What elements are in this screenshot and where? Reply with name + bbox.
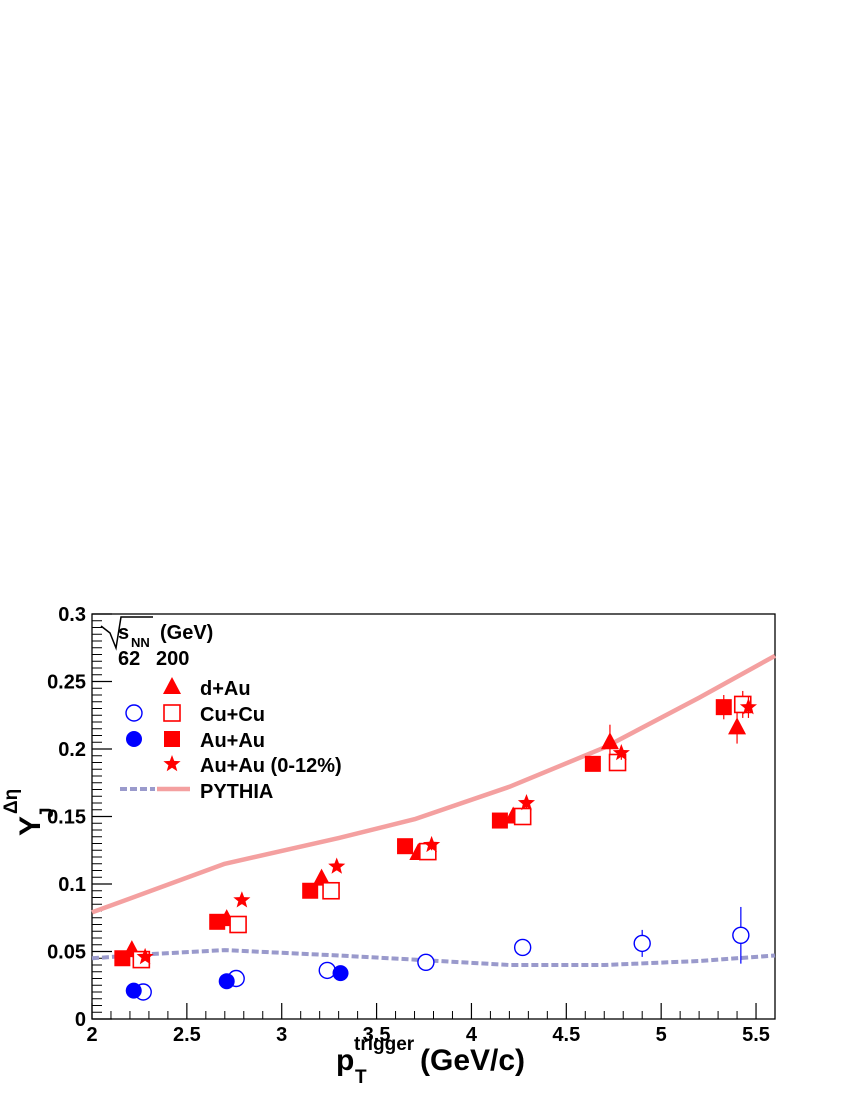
- y-tick-label: 0.05: [47, 942, 86, 964]
- point-cu-cu-62: [318, 961, 336, 980]
- x-tick-label: 3.5: [363, 1024, 391, 1046]
- y-tick-label: 0.15: [47, 807, 86, 829]
- y-tick-label: 0.2: [58, 739, 86, 761]
- x-tick-label: 2.5: [173, 1024, 201, 1046]
- point-au-au-0-12--200: [517, 794, 535, 811]
- point-au-au-0-12--200: [136, 947, 154, 965]
- y-axis-title-sub: J: [37, 807, 58, 818]
- legend-label: d+Au: [200, 678, 251, 700]
- point-au-au-0-12--200: [328, 857, 346, 874]
- x-axis-title-sub: T: [355, 1067, 367, 1088]
- point-cu-cu-200: [229, 915, 247, 934]
- legend-col-200: 200: [156, 648, 189, 670]
- legend-header: (GeV): [160, 622, 213, 644]
- legend-sqrt-sub: NN: [131, 635, 150, 650]
- y-tick-label: 0.1: [58, 874, 86, 896]
- legend-marker-cucu-200: [163, 704, 181, 722]
- point-cu-cu-62: [633, 934, 651, 953]
- point-au-au-62: [218, 973, 235, 990]
- legend-label: Au+Au: [200, 730, 265, 752]
- legend-label: Cu+Cu: [200, 704, 265, 726]
- legend-label: Au+Au (0-12%): [200, 755, 342, 777]
- x-tick-label: 4: [466, 1024, 478, 1046]
- point-au-au-0-12--200: [739, 698, 757, 715]
- y-tick-label: 0.25: [47, 672, 86, 694]
- legend-marker-auau-200: [164, 731, 180, 747]
- curve-pythia-200: [91, 653, 777, 915]
- legend-col-62: 62: [118, 648, 140, 670]
- legend: s NN (GeV) 62 200 d+Au Cu+Cu Au+Au Au+Au (0-12%)…: [100, 616, 342, 803]
- point-cu-cu-62: [417, 953, 435, 971]
- point-au-au-200: [584, 755, 601, 772]
- legend-marker-auau-central-200: [163, 755, 181, 772]
- data-points: [114, 690, 757, 1001]
- point-d-au-200: [312, 868, 331, 886]
- sqrt-sign: [100, 616, 153, 651]
- point-au-au-62: [332, 965, 349, 982]
- curve-pythia-62: [91, 948, 776, 967]
- model-curves: [91, 653, 777, 967]
- x-tick-label: 5.5: [742, 1024, 770, 1046]
- point-cu-cu-62: [732, 926, 750, 944]
- point-au-au-62: [125, 982, 142, 999]
- x-tick-label: 5: [656, 1024, 667, 1046]
- y-axis-title: YJ Δη: [1, 789, 58, 836]
- legend-marker-cucu-62: [125, 704, 143, 722]
- point-d-au-200: [728, 717, 747, 735]
- x-tick-label: 4.5: [552, 1024, 580, 1046]
- point-au-au-0-12--200: [612, 744, 630, 761]
- point-au-au-0-12--200: [233, 891, 251, 908]
- x-tick-label: 3: [276, 1024, 287, 1046]
- point-au-au-200: [209, 913, 226, 930]
- x-tick-label: 2: [86, 1024, 97, 1046]
- legend-sqrt-s: s: [118, 622, 129, 644]
- x-axis-title-unit: (GeV/c): [420, 1044, 525, 1077]
- y-axis-title-sup: Δη: [1, 789, 22, 814]
- y-tick-label: 0.3: [58, 604, 86, 626]
- point-cu-cu-62: [513, 938, 532, 957]
- point-au-au-200: [302, 882, 319, 899]
- y-axis-title-main: Y: [14, 816, 47, 836]
- y-tick-label: 0: [75, 1009, 86, 1031]
- point-d-au-200: [600, 732, 619, 750]
- point-au-au-200: [114, 950, 131, 967]
- x-axis-title-sup: trigger: [354, 1034, 415, 1055]
- legend-label: PYTHIA: [200, 781, 273, 803]
- legend-marker-dau-200: [163, 677, 181, 694]
- point-au-au-0-12--200: [423, 835, 441, 853]
- legend-marker-auau-62: [126, 731, 142, 747]
- point-cu-cu-200: [513, 807, 532, 826]
- axes: 2 2.5 3 3.5 4 4.5 5 5.5 0 0.05 0.1 0.15 0.2 0.25 0.3: [47, 604, 776, 1046]
- x-axis-title-main: p: [336, 1044, 354, 1077]
- point-cu-cu-200: [322, 881, 340, 900]
- point-au-au-200: [491, 812, 508, 829]
- point-au-au-200: [397, 838, 414, 855]
- point-au-au-200: [715, 699, 732, 716]
